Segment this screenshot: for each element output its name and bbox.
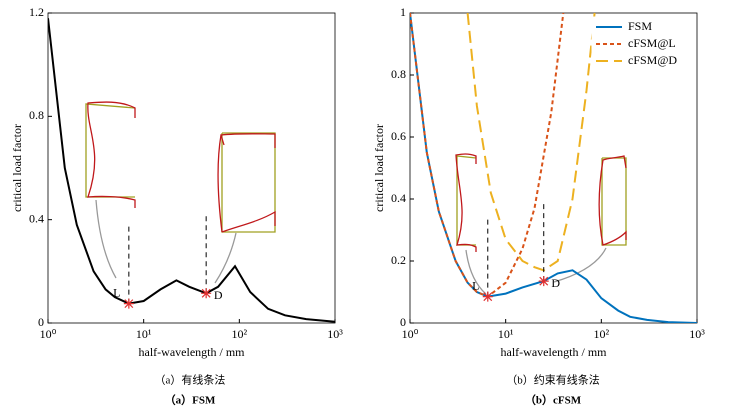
y-tick-label: 0: [38, 315, 44, 329]
y-tick-label: 0.4: [391, 191, 406, 205]
caption-en: （b）cFSM: [525, 394, 582, 407]
y-tick-label: 0.2: [391, 253, 406, 267]
point-label: D: [214, 288, 223, 302]
x-tick-label: 10²: [232, 327, 248, 341]
y-tick-label: 0.4: [29, 211, 44, 225]
caption-en: （a）FSM: [165, 394, 216, 407]
x-tick-label: 10³: [327, 327, 343, 341]
x-axis-label: half-wavelength / mm: [501, 345, 608, 359]
inset-section: [85, 101, 276, 284]
inset-section: [455, 153, 627, 295]
y-axis-label: critical load factor: [10, 124, 24, 212]
y-tick-label: 1.2: [29, 5, 44, 19]
x-tick-label: 10¹: [498, 327, 514, 341]
x-tick-label: 10¹: [136, 327, 152, 341]
y-tick-label: 1: [400, 5, 406, 19]
legend-label: cFSM@D: [628, 53, 677, 67]
x-tick-label: 10⁰: [40, 327, 57, 341]
series-line: [48, 18, 335, 323]
plot-frame: [409, 12, 698, 324]
y-tick-label: 0.8: [29, 108, 44, 122]
series-line: [410, 13, 565, 298]
point-marker: [482, 291, 493, 302]
x-tick-label: 10³: [689, 327, 705, 341]
caption: （a）有线条法: [155, 373, 226, 387]
y-axis-label: critical load factor: [372, 124, 386, 212]
point-label: L: [472, 278, 479, 292]
point-label: D: [551, 276, 560, 290]
point-label: L: [113, 285, 120, 299]
point-marker: [123, 298, 134, 309]
plot-frame: [47, 12, 336, 324]
legend-label: FSM: [628, 19, 652, 33]
y-tick-label: 0: [400, 315, 406, 329]
point-marker: [538, 276, 549, 287]
x-tick-label: 10²: [594, 327, 610, 341]
y-tick-label: 0.6: [391, 129, 406, 143]
point-marker: [201, 288, 212, 299]
x-axis-label: half-wavelength / mm: [139, 345, 246, 359]
y-tick-label: 0.8: [391, 67, 406, 81]
legend-label: cFSM@L: [628, 36, 676, 50]
series-line: [466, 13, 596, 272]
caption: （b）约束有线条法: [506, 373, 600, 387]
x-tick-label: 10⁰: [402, 327, 419, 341]
